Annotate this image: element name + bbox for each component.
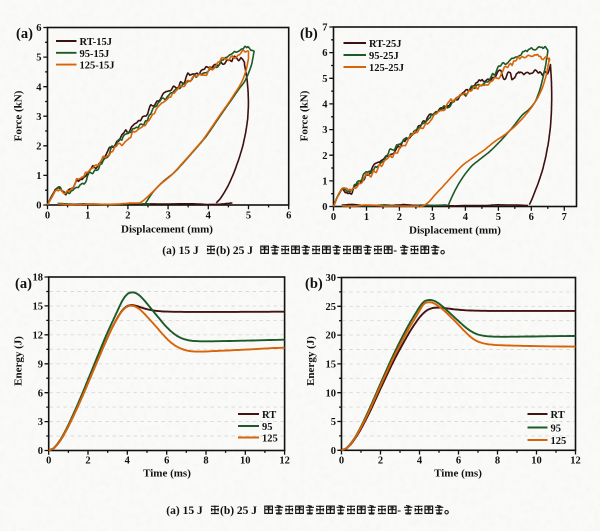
svg-text:6: 6 [529, 212, 534, 223]
svg-text:0: 0 [38, 446, 43, 457]
svg-text:10: 10 [531, 456, 542, 467]
svg-text:(b): (b) [300, 26, 318, 42]
svg-text:10: 10 [326, 388, 337, 399]
svg-text:4: 4 [36, 82, 42, 93]
svg-text:0: 0 [322, 202, 327, 213]
svg-text:4: 4 [322, 100, 328, 111]
svg-text:5: 5 [331, 417, 336, 428]
svg-text:(a): (a) [16, 26, 33, 42]
svg-text:0: 0 [331, 212, 336, 223]
svg-text:(b) 25 J: (b) 25 J [220, 505, 257, 517]
svg-text:6: 6 [38, 388, 43, 399]
svg-text:18: 18 [33, 273, 44, 284]
svg-text:12: 12 [279, 456, 290, 467]
svg-text:6: 6 [286, 211, 291, 222]
svg-text:0: 0 [46, 456, 51, 467]
svg-text:125-15J: 125-15J [80, 61, 115, 72]
svg-text:2: 2 [378, 456, 383, 467]
svg-text:Displacement (mm): Displacement (mm) [409, 225, 501, 237]
svg-text:3: 3 [322, 125, 327, 136]
svg-text:-: - [397, 505, 401, 517]
svg-text:7: 7 [322, 23, 327, 34]
svg-text:RT: RT [551, 410, 565, 421]
svg-text:1: 1 [364, 212, 369, 223]
svg-text:Force (kN): Force (kN) [299, 90, 311, 141]
svg-text:0: 0 [45, 211, 50, 222]
svg-text:12: 12 [570, 456, 581, 467]
svg-text:0: 0 [331, 446, 336, 457]
svg-text:Time (ms): Time (ms) [143, 468, 191, 480]
svg-text:2: 2 [36, 141, 41, 152]
svg-text:6: 6 [36, 23, 41, 34]
svg-text:6: 6 [456, 456, 461, 467]
svg-text:0: 0 [339, 456, 344, 467]
svg-text:6: 6 [322, 48, 327, 59]
svg-text:30: 30 [326, 273, 337, 284]
svg-text:(a) 15 J: (a) 15 J [166, 505, 203, 517]
svg-text:15: 15 [33, 302, 44, 313]
svg-text:Displacement (mm): Displacement (mm) [121, 224, 213, 236]
svg-text:95: 95 [262, 422, 273, 433]
svg-text:5: 5 [246, 211, 251, 222]
svg-text:125-25J: 125-25J [369, 63, 404, 74]
svg-text:7: 7 [562, 212, 567, 223]
svg-text:95-15J: 95-15J [80, 49, 110, 60]
svg-text:Energy (J): Energy (J) [13, 336, 25, 386]
svg-text:6: 6 [164, 456, 169, 467]
svg-text:(a): (a) [15, 276, 32, 292]
svg-text:2: 2 [322, 151, 327, 162]
svg-text:3: 3 [430, 212, 435, 223]
svg-text:4: 4 [206, 211, 212, 222]
svg-text:2: 2 [125, 211, 130, 222]
svg-text:1: 1 [85, 211, 90, 222]
svg-text:8: 8 [203, 456, 208, 467]
svg-text:20: 20 [326, 331, 337, 342]
svg-text:95-25J: 95-25J [369, 51, 399, 62]
svg-text:5: 5 [496, 212, 501, 223]
svg-text:RT-25J: RT-25J [369, 39, 402, 50]
svg-text:5: 5 [322, 74, 327, 85]
svg-text:4: 4 [417, 456, 423, 467]
svg-text:RT-15J: RT-15J [80, 37, 113, 48]
svg-text:2: 2 [397, 212, 402, 223]
svg-text:2: 2 [85, 456, 90, 467]
svg-text:5: 5 [36, 53, 41, 64]
svg-text:Force (kN): Force (kN) [13, 90, 25, 141]
svg-text:Energy (J): Energy (J) [305, 336, 317, 386]
svg-text:(b) 25 J: (b) 25 J [216, 245, 253, 257]
svg-text:Time (ms): Time (ms) [434, 468, 482, 480]
svg-text:12: 12 [33, 330, 44, 341]
svg-text:125: 125 [262, 434, 278, 445]
svg-text:3: 3 [36, 112, 41, 123]
svg-text:95: 95 [551, 424, 562, 435]
svg-text:10: 10 [240, 456, 251, 467]
svg-text:3: 3 [165, 211, 170, 222]
svg-text:(b): (b) [305, 276, 323, 292]
svg-text:1: 1 [322, 177, 327, 188]
svg-text:3: 3 [38, 417, 43, 428]
svg-text:4: 4 [463, 212, 469, 223]
svg-text:125: 125 [551, 436, 567, 447]
svg-text:(a) 15 J: (a) 15 J [162, 245, 199, 257]
svg-text:1: 1 [36, 171, 41, 182]
svg-text:15: 15 [326, 360, 337, 371]
svg-text:4: 4 [125, 456, 131, 467]
svg-text:0: 0 [36, 201, 41, 212]
svg-text:-: - [393, 245, 397, 257]
svg-text:8: 8 [495, 456, 500, 467]
svg-text:25: 25 [326, 302, 337, 313]
svg-text:RT: RT [262, 410, 276, 421]
svg-text:9: 9 [38, 359, 43, 370]
